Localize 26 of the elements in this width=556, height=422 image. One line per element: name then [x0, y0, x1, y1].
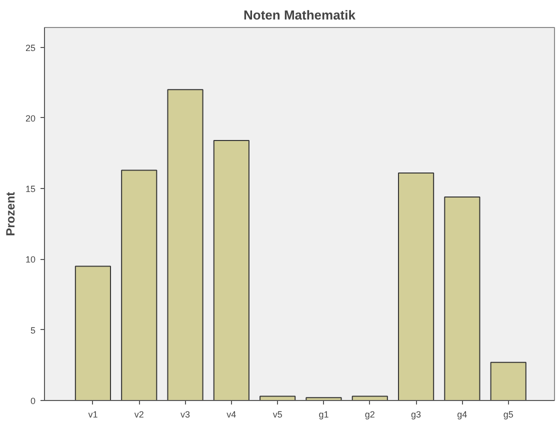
bar [306, 397, 342, 400]
x-tick-label: v3 [180, 410, 190, 420]
bar [121, 170, 158, 400]
x-tick-label: v2 [134, 410, 144, 420]
x-tick-label: g1 [318, 410, 329, 420]
x-tick-label: g5 [503, 410, 514, 420]
x-tick-label: v4 [226, 410, 236, 420]
x-tick-label: g4 [457, 410, 468, 420]
y-axis-title: Prozent [3, 192, 18, 236]
y-tick-label: 0 [30, 396, 36, 406]
chart-title: Noten Mathematik [244, 8, 356, 22]
bar [444, 196, 480, 400]
y-tick-label: 25 [25, 42, 36, 53]
bar [398, 172, 434, 400]
y-tick-label: 10 [25, 254, 36, 265]
x-tick-label: g3 [411, 410, 422, 420]
x-tick-label: v5 [272, 410, 282, 420]
y-tick-label: 15 [25, 184, 36, 194]
bar [74, 266, 111, 400]
bar [490, 362, 526, 400]
y-tick-label: 5 [30, 325, 36, 336]
bar [213, 140, 250, 400]
y-tick-label: 20 [25, 113, 36, 124]
x-tick-label: v1 [88, 410, 98, 420]
bar [167, 89, 204, 400]
x-tick-label: g2 [364, 410, 375, 420]
